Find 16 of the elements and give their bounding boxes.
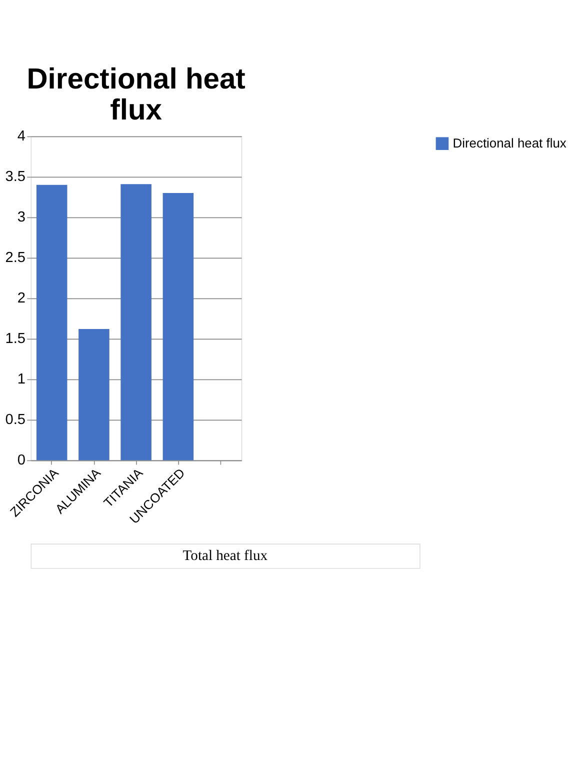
legend-label: Directional heat flux [452, 136, 567, 151]
bar [162, 192, 194, 460]
y-tick-label: 1.5 [5, 331, 26, 348]
y-tick-label: 2.5 [5, 250, 26, 266]
y-tick-label: 1 [17, 372, 26, 388]
y-tick-label: 2 [17, 290, 26, 307]
y-tick-label: 3.5 [5, 169, 26, 186]
chart-title: Directional heat flux [26, 64, 246, 126]
bar [120, 184, 152, 460]
text: Total heat flux [182, 548, 268, 564]
y-tick-label: 4 [17, 128, 26, 145]
bar [78, 329, 110, 460]
y-tick-label: 0 [17, 452, 26, 469]
y-tick-label: 0.5 [5, 412, 26, 428]
y-tick-label: 3 [17, 210, 26, 226]
bar [36, 184, 68, 460]
